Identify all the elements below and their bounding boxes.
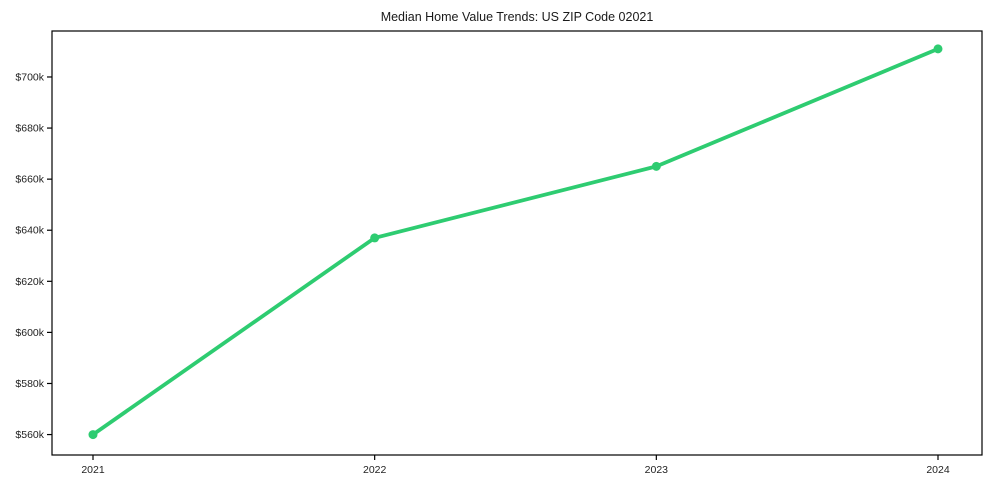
y-tick-label: $640k (15, 225, 44, 237)
x-tick-label: 2022 (363, 464, 387, 476)
chart-title: Median Home Value Trends: US ZIP Code 02… (381, 10, 654, 24)
x-tick-label: 2024 (926, 464, 950, 476)
plot-frame (51, 30, 983, 456)
y-tick-label: $700k (15, 71, 44, 83)
y-tick-label: $680k (15, 123, 44, 135)
y-tick-label: $580k (15, 378, 44, 390)
data-point-marker (370, 233, 380, 243)
data-point-marker (88, 430, 98, 440)
data-point-marker (651, 161, 661, 171)
trend-line (91, 46, 940, 437)
y-tick-label: $660k (15, 174, 44, 186)
y-tick-label: $620k (15, 276, 44, 288)
x-tick-label: 2021 (81, 464, 105, 476)
data-point-marker (933, 44, 943, 54)
y-tick-label: $560k (15, 429, 44, 441)
x-tick-label: 2023 (645, 464, 669, 476)
y-tick-label: $600k (15, 327, 44, 339)
